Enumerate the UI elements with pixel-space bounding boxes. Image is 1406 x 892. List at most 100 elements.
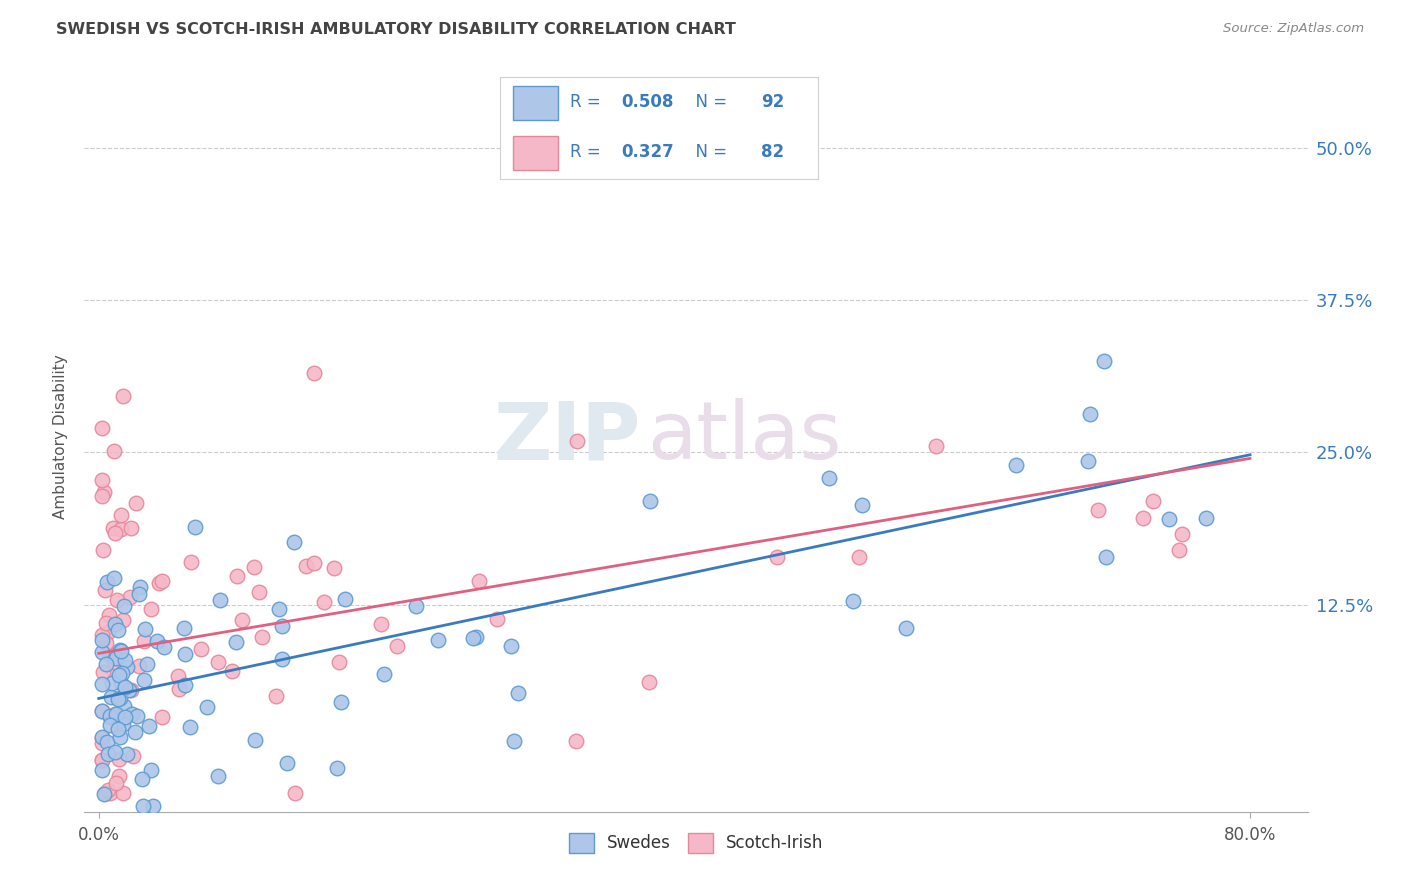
Point <box>90 753 112 767</box>
Point <box>103 443 125 458</box>
Point <box>107 623 129 637</box>
Point <box>125 496 148 510</box>
Point <box>98 709 121 723</box>
Point <box>110 731 132 745</box>
Point <box>94 787 117 801</box>
Point <box>105 651 128 665</box>
Point <box>101 676 124 690</box>
Point <box>114 680 136 694</box>
Text: atlas: atlas <box>647 398 841 476</box>
Point <box>270 651 292 665</box>
Point <box>132 798 155 813</box>
Point <box>141 763 163 777</box>
Point <box>120 521 142 535</box>
Point <box>134 673 156 687</box>
Point <box>848 550 870 565</box>
Point <box>468 574 491 588</box>
Point <box>91 763 114 777</box>
Point <box>96 636 118 650</box>
Point <box>107 593 129 607</box>
Point <box>925 439 948 453</box>
Point <box>565 434 588 448</box>
Point <box>97 783 120 797</box>
Point <box>1132 511 1154 525</box>
Point <box>322 561 344 575</box>
Point <box>108 643 131 657</box>
Point <box>90 645 112 659</box>
Point <box>503 734 526 748</box>
Point <box>104 707 127 722</box>
Point <box>112 613 135 627</box>
Point <box>1092 354 1115 368</box>
Point <box>1095 549 1118 564</box>
Point <box>112 787 135 801</box>
Point <box>132 633 155 648</box>
Point <box>328 655 350 669</box>
Point <box>104 707 127 722</box>
Point <box>150 710 173 724</box>
Point <box>335 592 357 607</box>
Point <box>243 559 266 574</box>
Point <box>1087 503 1109 517</box>
Point <box>98 648 121 663</box>
Text: SWEDISH VS SCOTCH-IRISH AMBULATORY DISABILITY CORRELATION CHART: SWEDISH VS SCOTCH-IRISH AMBULATORY DISAB… <box>56 22 737 37</box>
Point <box>103 571 125 585</box>
Point <box>184 519 207 533</box>
Point <box>818 471 841 485</box>
Point <box>124 725 146 739</box>
Point <box>302 366 325 380</box>
Point <box>117 660 139 674</box>
Point <box>118 683 141 698</box>
Point <box>107 723 129 737</box>
Point <box>90 473 112 487</box>
Point <box>225 634 247 648</box>
Point <box>370 617 392 632</box>
Point <box>264 690 287 704</box>
Point <box>112 599 135 614</box>
Point <box>565 734 588 748</box>
Point <box>167 681 190 696</box>
Point <box>110 676 132 690</box>
Point <box>302 557 325 571</box>
Point <box>153 640 176 654</box>
Point <box>97 607 120 622</box>
Point <box>465 630 488 644</box>
Point <box>150 574 173 588</box>
Point <box>190 642 212 657</box>
Point <box>1195 511 1218 525</box>
Point <box>96 574 118 589</box>
Point <box>111 666 134 681</box>
Point <box>148 575 170 590</box>
Point <box>896 621 918 635</box>
Point <box>326 761 349 775</box>
Point <box>638 494 661 508</box>
Point <box>108 752 131 766</box>
Point <box>97 624 120 639</box>
Point <box>1005 458 1028 473</box>
Point <box>174 647 197 661</box>
Point <box>110 508 132 522</box>
Point <box>114 653 136 667</box>
Point <box>93 582 115 597</box>
Point <box>499 639 522 653</box>
Point <box>1157 511 1180 525</box>
Point <box>90 754 112 768</box>
Point <box>104 745 127 759</box>
Point <box>207 656 229 670</box>
Point <box>385 639 408 653</box>
Point <box>276 756 298 770</box>
Point <box>120 682 142 697</box>
Text: ZIP: ZIP <box>494 398 641 476</box>
Point <box>128 580 150 594</box>
Point <box>284 787 307 801</box>
Point <box>207 769 229 783</box>
Point <box>139 602 162 616</box>
Point <box>485 612 508 626</box>
Point <box>426 632 449 647</box>
Point <box>110 522 132 536</box>
Point <box>115 747 138 762</box>
Point <box>174 678 197 692</box>
Point <box>283 535 305 549</box>
Point <box>94 657 117 672</box>
Point <box>1168 542 1191 557</box>
